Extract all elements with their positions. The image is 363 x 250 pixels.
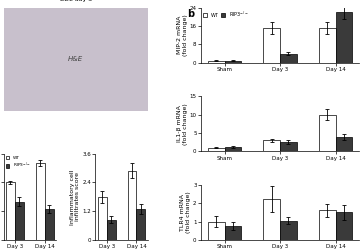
Text: BDL day 3: BDL day 3 xyxy=(60,0,92,2)
Legend: WT, RIP3$^{-/-}$: WT, RIP3$^{-/-}$ xyxy=(203,10,249,19)
Bar xyxy=(335,212,352,240)
Bar xyxy=(15,202,24,240)
Text: H&E: H&E xyxy=(68,56,83,62)
Bar xyxy=(208,148,225,152)
Bar xyxy=(264,140,280,151)
Bar xyxy=(319,114,335,152)
Bar xyxy=(319,210,335,240)
Bar xyxy=(335,137,352,152)
Bar xyxy=(335,12,352,63)
Y-axis label: IL1-β mRNA
(fold change): IL1-β mRNA (fold change) xyxy=(177,103,188,144)
Bar xyxy=(36,163,45,240)
Bar xyxy=(127,170,136,240)
Y-axis label: MIP-2 mRNA
(fold change): MIP-2 mRNA (fold change) xyxy=(177,14,188,56)
Legend: WT, RIP3$^{-/-}$: WT, RIP3$^{-/-}$ xyxy=(6,156,31,170)
Bar xyxy=(280,220,297,240)
Bar xyxy=(280,54,297,63)
Bar xyxy=(208,60,225,63)
Bar xyxy=(208,222,225,240)
Bar xyxy=(98,197,107,240)
Bar xyxy=(264,200,280,240)
Bar xyxy=(264,28,280,63)
Y-axis label: TLR4 mRNA
(fold change): TLR4 mRNA (fold change) xyxy=(180,192,191,233)
Text: b: b xyxy=(187,9,194,19)
Bar xyxy=(225,226,241,240)
Bar xyxy=(280,142,297,152)
Bar xyxy=(107,220,116,240)
Bar xyxy=(319,28,335,63)
Y-axis label: Inflammatory cell
infiltrates score: Inflammatory cell infiltrates score xyxy=(70,169,80,224)
Bar xyxy=(225,60,241,63)
Bar xyxy=(6,182,15,240)
Bar xyxy=(136,209,146,240)
Bar xyxy=(225,147,241,152)
Bar xyxy=(45,209,54,240)
